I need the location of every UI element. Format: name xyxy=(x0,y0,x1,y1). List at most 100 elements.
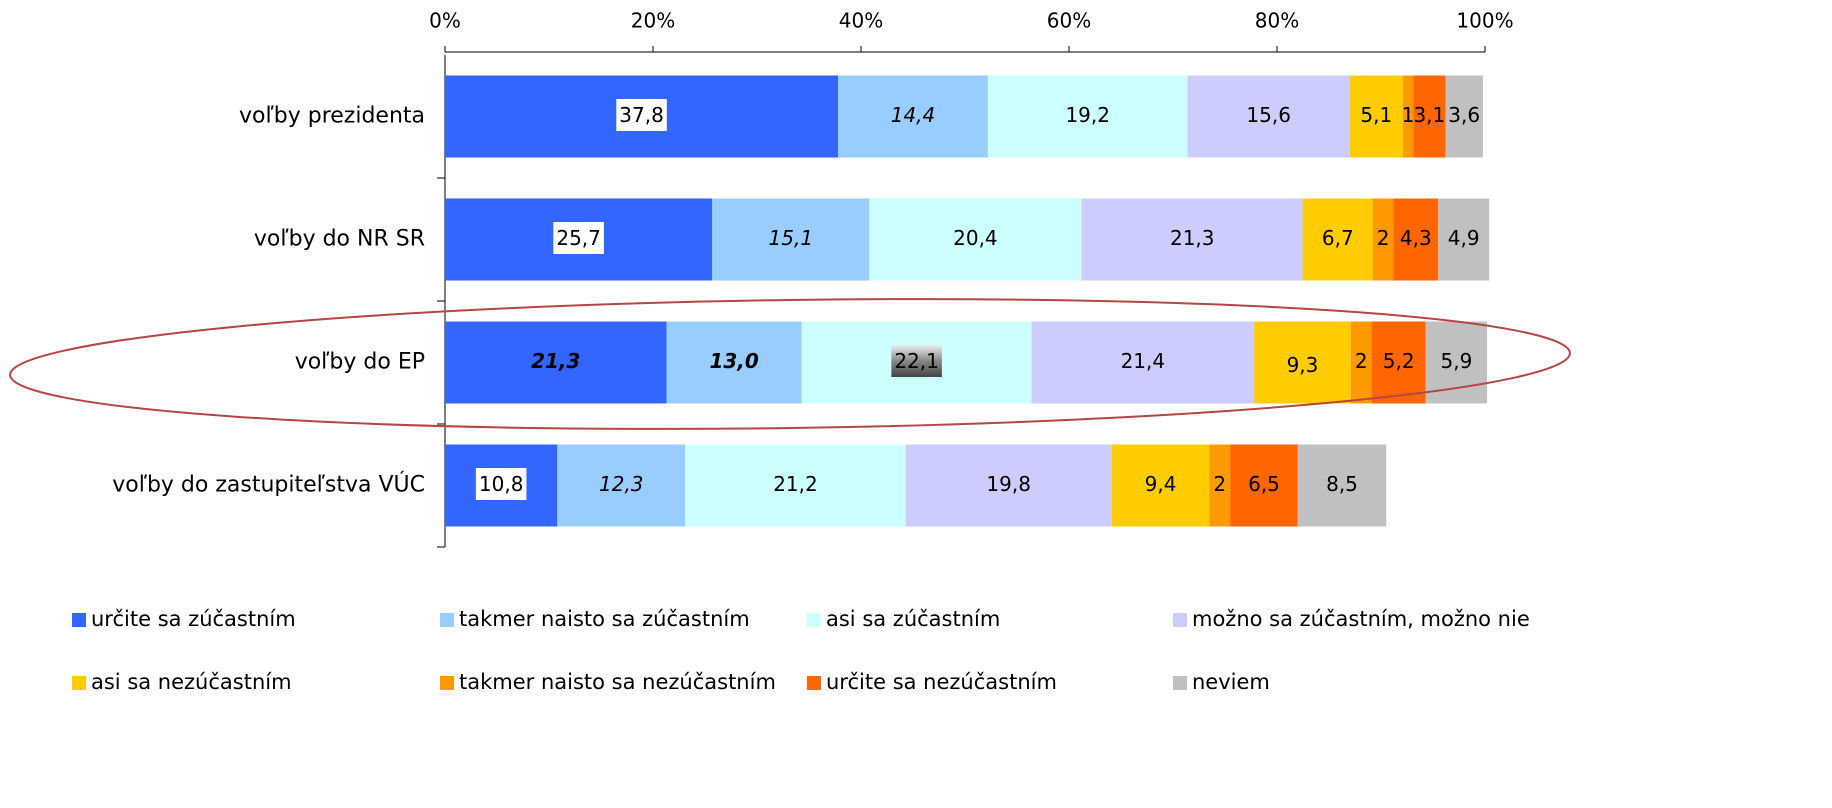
legend-swatch xyxy=(72,676,86,690)
data-label-group: 21,2 xyxy=(773,472,818,496)
data-label: 19,8 xyxy=(986,472,1031,496)
data-label: 19,2 xyxy=(1065,103,1110,127)
legend-label: určite sa nezúčastním xyxy=(826,670,1057,694)
data-label-group: 2 xyxy=(1213,472,1226,496)
data-label: 3,6 xyxy=(1448,103,1480,127)
data-label-group: 13,0 xyxy=(709,349,758,373)
legend-label: asi sa zúčastním xyxy=(826,607,1000,631)
legend-swatch xyxy=(440,676,454,690)
bar-segment xyxy=(987,75,1188,158)
data-label: 5,9 xyxy=(1440,349,1472,373)
bar-segment xyxy=(557,444,686,527)
x-tick-label: 80% xyxy=(1255,9,1299,33)
data-label-group: 1 xyxy=(1402,103,1415,127)
data-label: 5,2 xyxy=(1383,349,1415,373)
data-label-box xyxy=(475,468,527,500)
data-label-box xyxy=(616,99,667,131)
data-label-group: 22,1 xyxy=(891,345,942,377)
data-label-group: 5,9 xyxy=(1440,349,1472,373)
data-label: 37,8 xyxy=(619,103,664,127)
data-label-group: 4,3 xyxy=(1400,226,1432,250)
x-tick-label: 100% xyxy=(1456,9,1513,33)
data-label-group: 10,8 xyxy=(475,468,527,500)
data-label: 4,9 xyxy=(1448,226,1480,250)
bar-segment xyxy=(712,198,870,281)
plot: 0% 20% 40% 60% 80% 100%voľby prezidenta 37,8 14… xyxy=(72,9,1530,694)
data-label: 4,3 xyxy=(1400,226,1432,250)
bar-segment xyxy=(1081,198,1303,281)
data-label: 2 xyxy=(1213,472,1226,496)
bar-segment xyxy=(1413,75,1446,158)
data-label-group: 9,3 xyxy=(1287,353,1319,377)
category-label: voľby prezidenta xyxy=(239,104,425,129)
data-label: 14,4 xyxy=(891,103,936,127)
data-label-group: 3,1 xyxy=(1413,103,1445,127)
data-label-group: 4,9 xyxy=(1448,226,1480,250)
x-tick-label: 20% xyxy=(631,9,675,33)
bar-segment xyxy=(869,198,1082,281)
data-label-group: 5,1 xyxy=(1360,103,1392,127)
bar-segment xyxy=(1187,75,1350,158)
bar-segment xyxy=(1349,75,1403,158)
data-label-group: 19,2 xyxy=(1065,103,1110,127)
highlight-ellipse xyxy=(9,298,1571,430)
data-label-group: 8,5 xyxy=(1326,472,1358,496)
data-label: 15,6 xyxy=(1246,103,1291,127)
bar-segment xyxy=(1111,444,1210,527)
data-label-group: 2 xyxy=(1377,226,1390,250)
data-label: 9,4 xyxy=(1145,472,1177,496)
data-label-box xyxy=(891,345,942,377)
bar-segment xyxy=(1438,198,1490,281)
bar-segment xyxy=(685,444,906,527)
data-label-group: 2 xyxy=(1355,349,1368,373)
x-tick-label: 0% xyxy=(429,9,461,33)
data-label-group: 15,1 xyxy=(769,226,814,250)
legend-swatch xyxy=(1173,676,1187,690)
data-label: 21,4 xyxy=(1121,349,1166,373)
bar-segment xyxy=(838,75,988,158)
data-label-group: 5,2 xyxy=(1383,349,1415,373)
bar-segment xyxy=(1209,444,1231,527)
data-label-group: 6,5 xyxy=(1248,472,1280,496)
data-label: 1 xyxy=(1402,103,1415,127)
data-label: 15,1 xyxy=(769,226,814,250)
legend-swatch xyxy=(72,613,86,627)
data-label-group: 20,4 xyxy=(953,226,998,250)
data-label: 9,3 xyxy=(1287,353,1319,377)
data-label: 8,5 xyxy=(1326,472,1358,496)
data-label: 6,7 xyxy=(1322,226,1354,250)
data-label: 2 xyxy=(1377,226,1390,250)
data-label: 5,1 xyxy=(1360,103,1392,127)
bar-segment xyxy=(1031,321,1255,404)
data-label-group: 21,4 xyxy=(1121,349,1166,373)
data-label: 21,3 xyxy=(531,349,580,373)
data-label-group: 21,3 xyxy=(531,349,580,373)
data-label-group: 37,8 xyxy=(616,99,667,131)
bar-segment xyxy=(1297,444,1387,527)
data-label: 3,1 xyxy=(1413,103,1445,127)
bar-segment xyxy=(1402,75,1414,158)
data-label: 22,1 xyxy=(894,349,939,373)
data-label-group: 9,4 xyxy=(1145,472,1177,496)
data-label: 2 xyxy=(1355,349,1368,373)
data-label-box xyxy=(553,222,604,254)
data-label: 12,3 xyxy=(599,472,644,496)
legend-swatch xyxy=(440,613,454,627)
bar-segment xyxy=(1371,321,1426,404)
bar-segment xyxy=(1254,321,1351,404)
data-label: 20,4 xyxy=(953,226,998,250)
legend-swatch xyxy=(807,676,821,690)
data-label-group: 6,7 xyxy=(1322,226,1354,250)
data-label: 13,0 xyxy=(709,349,758,373)
bar-segment xyxy=(1303,198,1373,281)
data-label-group: 15,6 xyxy=(1246,103,1291,127)
category-label: voľby do EP xyxy=(295,350,425,375)
data-label-group: 21,3 xyxy=(1170,226,1215,250)
category-label: voľby do NR SR xyxy=(254,227,425,252)
data-label-group: 14,4 xyxy=(891,103,936,127)
legend-label: asi sa nezúčastním xyxy=(91,670,292,694)
data-label-group: 3,6 xyxy=(1448,103,1480,127)
bar-segment xyxy=(1350,321,1372,404)
bar-segment xyxy=(1393,198,1439,281)
